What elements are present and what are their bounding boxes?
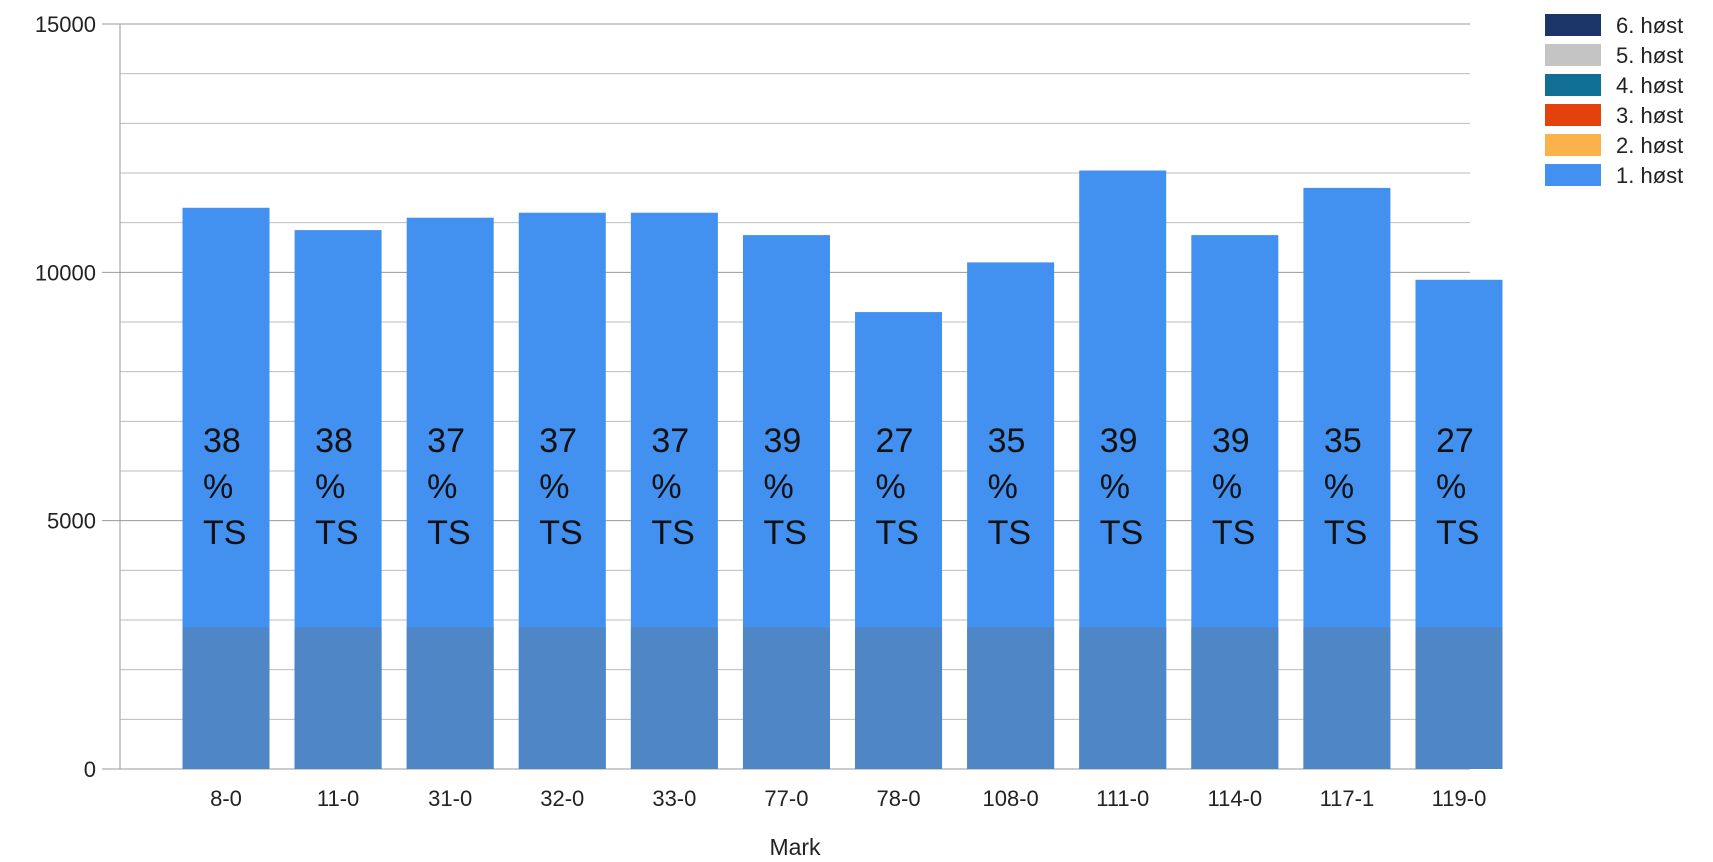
bar-annotation: TS	[763, 514, 806, 552]
bars	[182, 170, 1503, 770]
legend-swatch	[1545, 74, 1601, 96]
bar-annotation: TS	[539, 514, 582, 552]
x-tick-label: 77-0	[764, 786, 808, 811]
x-tick-label: 8-0	[210, 786, 242, 811]
x-tick-label: 117-1	[1320, 786, 1375, 811]
bar-annotation: %	[1212, 468, 1242, 506]
bar-annotation: TS	[1436, 514, 1479, 552]
bar-annotation: TS	[1100, 514, 1143, 552]
bar-annotation: 39	[763, 422, 801, 460]
bar-lower-band	[1191, 627, 1279, 769]
bar-annotation: %	[876, 468, 906, 506]
x-tick-label: 78-0	[877, 786, 921, 811]
bar-annotation: 39	[1100, 422, 1138, 460]
bar-lower-band	[406, 627, 494, 769]
bar-annotation: 27	[876, 422, 914, 460]
bar-lower-band	[294, 627, 382, 769]
bar-annotation: %	[1100, 468, 1130, 506]
bar-annotation: %	[988, 468, 1018, 506]
legend: 6. høst 5. høst 4. høst 3. høst 2. høst 1. hø…	[1545, 13, 1683, 188]
bar-annotation: 37	[427, 422, 465, 460]
bar-lower-band	[855, 627, 943, 769]
bar-annotation: TS	[1324, 514, 1367, 552]
bar-annotation: TS	[1212, 514, 1255, 552]
bar-annotation: %	[203, 468, 233, 506]
legend-label: 4. høst	[1616, 73, 1683, 98]
bar-annotation: TS	[427, 514, 470, 552]
x-tick-label: 33-0	[652, 786, 696, 811]
bar-lower-band	[182, 627, 270, 769]
bar-lower-band	[518, 627, 606, 769]
x-tick-label: 11-0	[317, 786, 359, 811]
x-tick-label: 31-0	[428, 786, 472, 811]
bar-lower-band	[630, 627, 718, 769]
bar-annotation: 27	[1436, 422, 1474, 460]
bar-annotation: TS	[203, 514, 246, 552]
bar-lower-band	[1415, 627, 1503, 769]
bar-lower-band	[1303, 627, 1391, 769]
bar-annotation: 37	[651, 422, 689, 460]
x-tick-label: 114-0	[1207, 786, 1262, 811]
bar-annotation: 35	[988, 422, 1026, 460]
bar-annotation: 38	[203, 422, 241, 460]
legend-swatch	[1545, 104, 1601, 126]
legend-label: 1. høst	[1616, 163, 1683, 188]
x-tick-label: 32-0	[540, 786, 584, 811]
legend-swatch	[1545, 44, 1601, 66]
legend-swatch	[1545, 164, 1601, 186]
bar-lower-band	[1079, 627, 1167, 769]
legend-label: 3. høst	[1616, 103, 1683, 128]
bar-annotation: %	[427, 468, 457, 506]
bar-annotation: 35	[1324, 422, 1362, 460]
x-tick-label: 119-0	[1432, 786, 1487, 811]
bar-annotation: TS	[315, 514, 358, 552]
bar-annotation: %	[651, 468, 681, 506]
legend-label: 5. høst	[1616, 43, 1683, 68]
bar-lower-band	[967, 627, 1055, 769]
bar-annotation: TS	[651, 514, 694, 552]
bar-annotation: %	[763, 468, 793, 506]
y-tick-label: 15000	[35, 12, 96, 37]
bar-annotation: %	[1324, 468, 1354, 506]
legend-swatch	[1545, 14, 1601, 36]
y-axis-ticks: 0 5000 10000 15000	[35, 12, 96, 782]
y-tick-label: 10000	[35, 260, 96, 285]
bar-annotation: 38	[315, 422, 353, 460]
x-axis-title: Mark	[769, 834, 821, 860]
x-axis-ticks: 8-0 11-0 31-0 32-0 33-0 77-0 78-0 108-0 111-0 114…	[210, 786, 1486, 811]
bar-annotation: %	[539, 468, 569, 506]
y-tick-label: 5000	[47, 509, 96, 534]
y-tick-label: 0	[84, 757, 96, 782]
bar-annotation: %	[315, 468, 345, 506]
bar-annotation: %	[1436, 468, 1466, 506]
bar-annotation: TS	[876, 514, 919, 552]
legend-swatch	[1545, 134, 1601, 156]
legend-label: 2. høst	[1616, 133, 1683, 158]
legend-label: 6. høst	[1616, 13, 1683, 38]
bar-annotation: TS	[988, 514, 1031, 552]
bar-annotation: 39	[1212, 422, 1250, 460]
bar-annotation: 37	[539, 422, 577, 460]
bar-lower-band	[742, 627, 830, 769]
x-tick-label: 108-0	[982, 786, 1038, 811]
bar-annotations: 38% TS 38% TS 37% TS 37% TS 37% TS 39% TS 27% TS 35% TS…	[203, 422, 1479, 552]
x-tick-label: 111-0	[1096, 786, 1149, 811]
